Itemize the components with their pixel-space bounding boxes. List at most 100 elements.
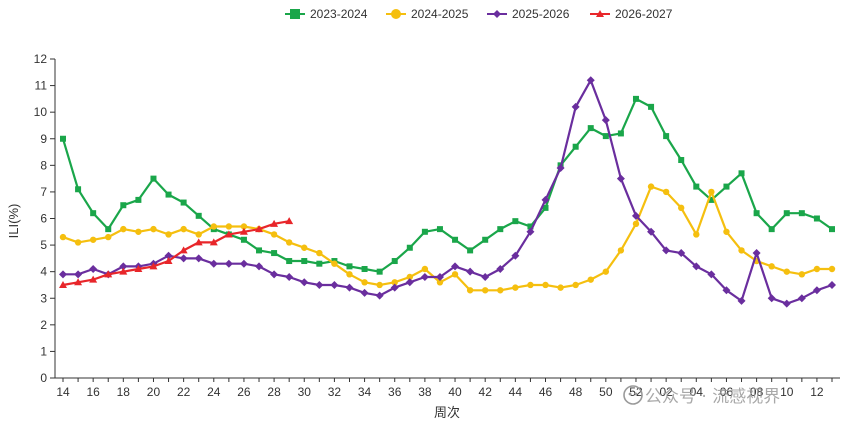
- legend-item-2025-2026[interactable]: 2025-2026: [487, 7, 570, 21]
- y-tick-label: 11: [35, 79, 48, 93]
- data-point: [361, 266, 368, 273]
- data-point: [164, 251, 173, 260]
- data-point: [135, 196, 142, 203]
- data-point: [707, 270, 716, 279]
- watermark: 公众号 · 流感视界: [623, 385, 780, 407]
- data-point: [285, 272, 294, 281]
- data-point: [511, 251, 520, 260]
- data-point: [753, 210, 760, 217]
- x-tick-label: 46: [539, 385, 553, 399]
- data-point: [165, 191, 172, 198]
- data-point: [723, 228, 730, 235]
- data-point: [375, 291, 384, 300]
- legend-item-2024-2025[interactable]: 2024-2025: [386, 7, 469, 21]
- data-point: [783, 268, 790, 275]
- watermark-text: 公众号 · 流感视界: [645, 387, 780, 407]
- data-point: [89, 265, 98, 274]
- data-point: [239, 259, 248, 268]
- y-tick-label: 3: [40, 291, 47, 305]
- data-point: [451, 271, 459, 278]
- data-point: [738, 170, 745, 177]
- data-point: [481, 287, 489, 294]
- data-point: [466, 287, 474, 294]
- legend-label: 2023-2024: [310, 7, 368, 21]
- data-point: [286, 258, 293, 265]
- data-point: [678, 157, 685, 164]
- legend-item-2023-2024[interactable]: 2023-2024: [285, 7, 368, 21]
- data-point: [647, 183, 655, 190]
- data-point: [602, 268, 610, 275]
- x-tick-label: 04: [690, 385, 704, 399]
- data-point: [828, 265, 836, 273]
- y-tick-label: 6: [40, 212, 47, 226]
- data-point: [209, 259, 218, 268]
- wechat-official-account-icon: [623, 385, 643, 405]
- data-point: [587, 276, 594, 283]
- x-tick-label: 44: [509, 385, 523, 399]
- legend-label: 2025-2026: [512, 7, 570, 21]
- data-point: [632, 220, 640, 228]
- data-point: [90, 210, 97, 217]
- data-point: [316, 260, 323, 267]
- data-point: [120, 225, 127, 233]
- series-2025-2026: [59, 76, 836, 308]
- data-point: [179, 246, 188, 254]
- legend-marker: [391, 9, 401, 19]
- data-point: [572, 281, 579, 289]
- data-point: [270, 270, 279, 279]
- data-point: [330, 280, 339, 289]
- data-point: [767, 294, 776, 303]
- legend-marker: [290, 9, 300, 19]
- data-point: [752, 249, 761, 258]
- data-point: [813, 215, 820, 222]
- data-point: [527, 223, 534, 230]
- data-point: [74, 239, 82, 246]
- data-point: [467, 247, 474, 254]
- data-point: [662, 246, 671, 255]
- x-tick-label: 06: [720, 385, 734, 399]
- data-point: [224, 259, 233, 268]
- data-point: [722, 286, 731, 295]
- data-point: [179, 254, 188, 263]
- data-point: [301, 258, 308, 265]
- data-point: [270, 219, 279, 227]
- data-point: [270, 231, 278, 238]
- x-tick-label: 26: [237, 385, 251, 399]
- data-point: [194, 238, 203, 246]
- data-point: [616, 174, 625, 183]
- data-point: [300, 278, 309, 287]
- data-point: [285, 239, 293, 246]
- y-tick-label: 10: [34, 105, 48, 119]
- data-point: [209, 238, 218, 246]
- data-point: [391, 258, 398, 265]
- data-point: [541, 195, 550, 204]
- data-point: [617, 130, 624, 137]
- data-point: [768, 263, 775, 270]
- legend-label: 2024-2025: [411, 7, 469, 21]
- data-point: [556, 163, 565, 172]
- data-point: [135, 228, 142, 235]
- data-point: [240, 236, 247, 243]
- data-point: [632, 95, 639, 102]
- y-axis-title: ILI(%): [6, 204, 21, 239]
- data-point: [782, 299, 791, 308]
- data-point: [301, 244, 308, 251]
- data-point: [255, 225, 264, 233]
- data-point: [105, 233, 112, 241]
- x-tick-label: 40: [448, 385, 462, 399]
- data-point: [783, 210, 790, 217]
- data-point: [512, 284, 519, 291]
- data-point: [737, 296, 746, 305]
- data-point: [813, 265, 821, 273]
- data-point: [692, 262, 701, 271]
- data-point: [59, 233, 67, 241]
- legend-item-2026-2027[interactable]: 2026-2027: [590, 7, 673, 21]
- data-point: [74, 270, 83, 279]
- data-point: [315, 280, 324, 289]
- y-tick-label: 0: [40, 371, 47, 385]
- data-point: [798, 271, 806, 278]
- data-point: [452, 236, 459, 243]
- data-point: [60, 135, 66, 142]
- x-tick-label: 48: [569, 385, 583, 399]
